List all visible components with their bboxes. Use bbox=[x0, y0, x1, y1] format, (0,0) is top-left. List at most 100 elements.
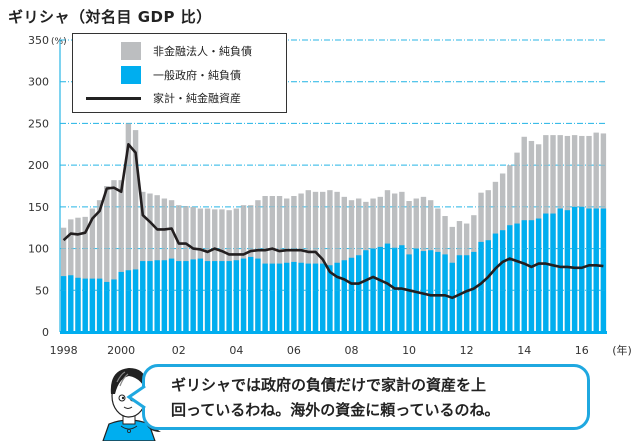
bar-government bbox=[82, 278, 88, 332]
line-household bbox=[62, 143, 604, 300]
bar-government bbox=[463, 255, 470, 332]
bar-corporate bbox=[75, 217, 81, 332]
chart-title: ギリシャ（対名目 GDP 比） bbox=[8, 8, 212, 26]
bar-government bbox=[269, 263, 276, 332]
bar-government bbox=[521, 220, 527, 332]
bar-government bbox=[348, 257, 355, 332]
chart: 0 50 100 150 200 250 300 350 (%) 1998 2000 02 04 06 08… bbox=[28, 34, 632, 357]
x-tick-label: 08 bbox=[344, 344, 358, 357]
bar-government bbox=[298, 262, 304, 332]
bar-government bbox=[305, 263, 312, 332]
y-tick-label: 150 bbox=[28, 201, 49, 214]
x-tick-label: 10 bbox=[402, 344, 416, 357]
legend-label: 非金融法人・純負債 bbox=[153, 45, 252, 58]
bar-government bbox=[355, 255, 362, 332]
y-tick-label: 250 bbox=[28, 117, 49, 130]
bar-government bbox=[190, 259, 196, 332]
bar-government bbox=[276, 263, 283, 332]
bar-corporate bbox=[327, 190, 333, 332]
bar-government bbox=[557, 208, 563, 332]
bar-corporate bbox=[118, 180, 124, 332]
bar-corporate bbox=[305, 190, 312, 332]
legend-item-household: 家計・純金融資産 bbox=[73, 87, 286, 109]
x-tick-label: 06 bbox=[287, 344, 301, 357]
bar-government bbox=[248, 256, 254, 332]
bar-government bbox=[485, 240, 491, 332]
bar-government bbox=[197, 258, 204, 332]
speech-bubble-text: ギリシャでは政府の負債だけで家計の資産を上 回っているわね。海外の資金に頼ってい… bbox=[171, 373, 500, 423]
speech-line-1: ギリシャでは政府の負債だけで家計の資産を上 bbox=[171, 376, 487, 394]
bar-government bbox=[507, 225, 513, 332]
bar-government bbox=[320, 263, 326, 332]
bar-corporate bbox=[96, 200, 103, 332]
bar-government bbox=[514, 223, 520, 332]
bar-government bbox=[161, 260, 168, 332]
bar-government bbox=[219, 261, 225, 332]
bar-corporate bbox=[132, 130, 139, 332]
bar-government bbox=[212, 261, 218, 332]
x-tick-label: 02 bbox=[172, 344, 186, 357]
bar-government bbox=[377, 246, 383, 332]
bar-corporate bbox=[312, 191, 319, 332]
bar-government bbox=[183, 261, 189, 332]
bar-government bbox=[226, 261, 232, 332]
bar-government bbox=[154, 260, 160, 332]
bar-government bbox=[579, 206, 585, 332]
legend-swatch-gray bbox=[121, 42, 141, 60]
legend-label: 家計・純金融資産 bbox=[153, 92, 241, 105]
bar-government bbox=[442, 254, 448, 332]
bar-government bbox=[104, 281, 110, 332]
bar-government bbox=[586, 208, 592, 332]
speech-bubble-tail bbox=[126, 384, 148, 410]
bar-government bbox=[593, 208, 599, 332]
legend-label: 一般政府・純負債 bbox=[153, 69, 241, 82]
y-tick-label: 200 bbox=[28, 159, 49, 172]
y-tick-label: 100 bbox=[28, 243, 49, 256]
legend-item-government: 一般政府・純負債 bbox=[73, 64, 286, 86]
bar-government bbox=[334, 262, 340, 332]
bar-government bbox=[327, 265, 333, 332]
bar-corporate bbox=[89, 208, 96, 332]
legend-swatch-blue bbox=[121, 66, 141, 84]
bar-government bbox=[96, 278, 103, 332]
bar-government bbox=[384, 243, 391, 332]
bar-government bbox=[255, 258, 261, 332]
bar-government bbox=[600, 208, 607, 332]
bar-government bbox=[528, 220, 535, 332]
bar-government bbox=[60, 276, 67, 332]
bar-government bbox=[535, 218, 542, 332]
speech-bubble: ギリシャでは政府の負債だけで家計の資産を上 回っているわね。海外の資金に頼ってい… bbox=[142, 364, 590, 430]
bar-government bbox=[478, 241, 484, 332]
bar-government bbox=[75, 277, 81, 332]
bar-government bbox=[284, 262, 290, 332]
x-tick-label: 2000 bbox=[107, 344, 135, 357]
bar-government bbox=[89, 278, 96, 332]
bar-government bbox=[147, 261, 153, 332]
bar-government bbox=[363, 250, 369, 332]
bar-government bbox=[240, 258, 247, 332]
y-tick-label: 300 bbox=[28, 76, 49, 89]
x-tick-label: 12 bbox=[460, 344, 474, 357]
bar-government bbox=[204, 261, 211, 332]
y-tick-label: 50 bbox=[35, 284, 49, 297]
x-unit-label: (年) bbox=[612, 343, 632, 357]
bar-government bbox=[118, 271, 124, 332]
bar-corporate bbox=[334, 191, 340, 332]
bar-government bbox=[132, 269, 139, 332]
bar-government bbox=[233, 260, 240, 332]
bar-government bbox=[543, 213, 549, 332]
bar-government bbox=[125, 270, 132, 332]
y-tick-label: 350 bbox=[28, 34, 49, 47]
y-unit-label: (%) bbox=[51, 37, 67, 47]
bar-government bbox=[176, 261, 182, 332]
bar-government bbox=[420, 251, 427, 332]
bar-government bbox=[564, 210, 571, 332]
bar-government bbox=[140, 261, 146, 332]
bar-government bbox=[499, 230, 506, 332]
bar-corporate bbox=[111, 180, 117, 332]
bar-government bbox=[427, 250, 434, 332]
bar-government bbox=[312, 263, 319, 332]
bar-government bbox=[492, 233, 499, 332]
bar-government bbox=[168, 258, 175, 332]
bar-government bbox=[111, 279, 117, 332]
